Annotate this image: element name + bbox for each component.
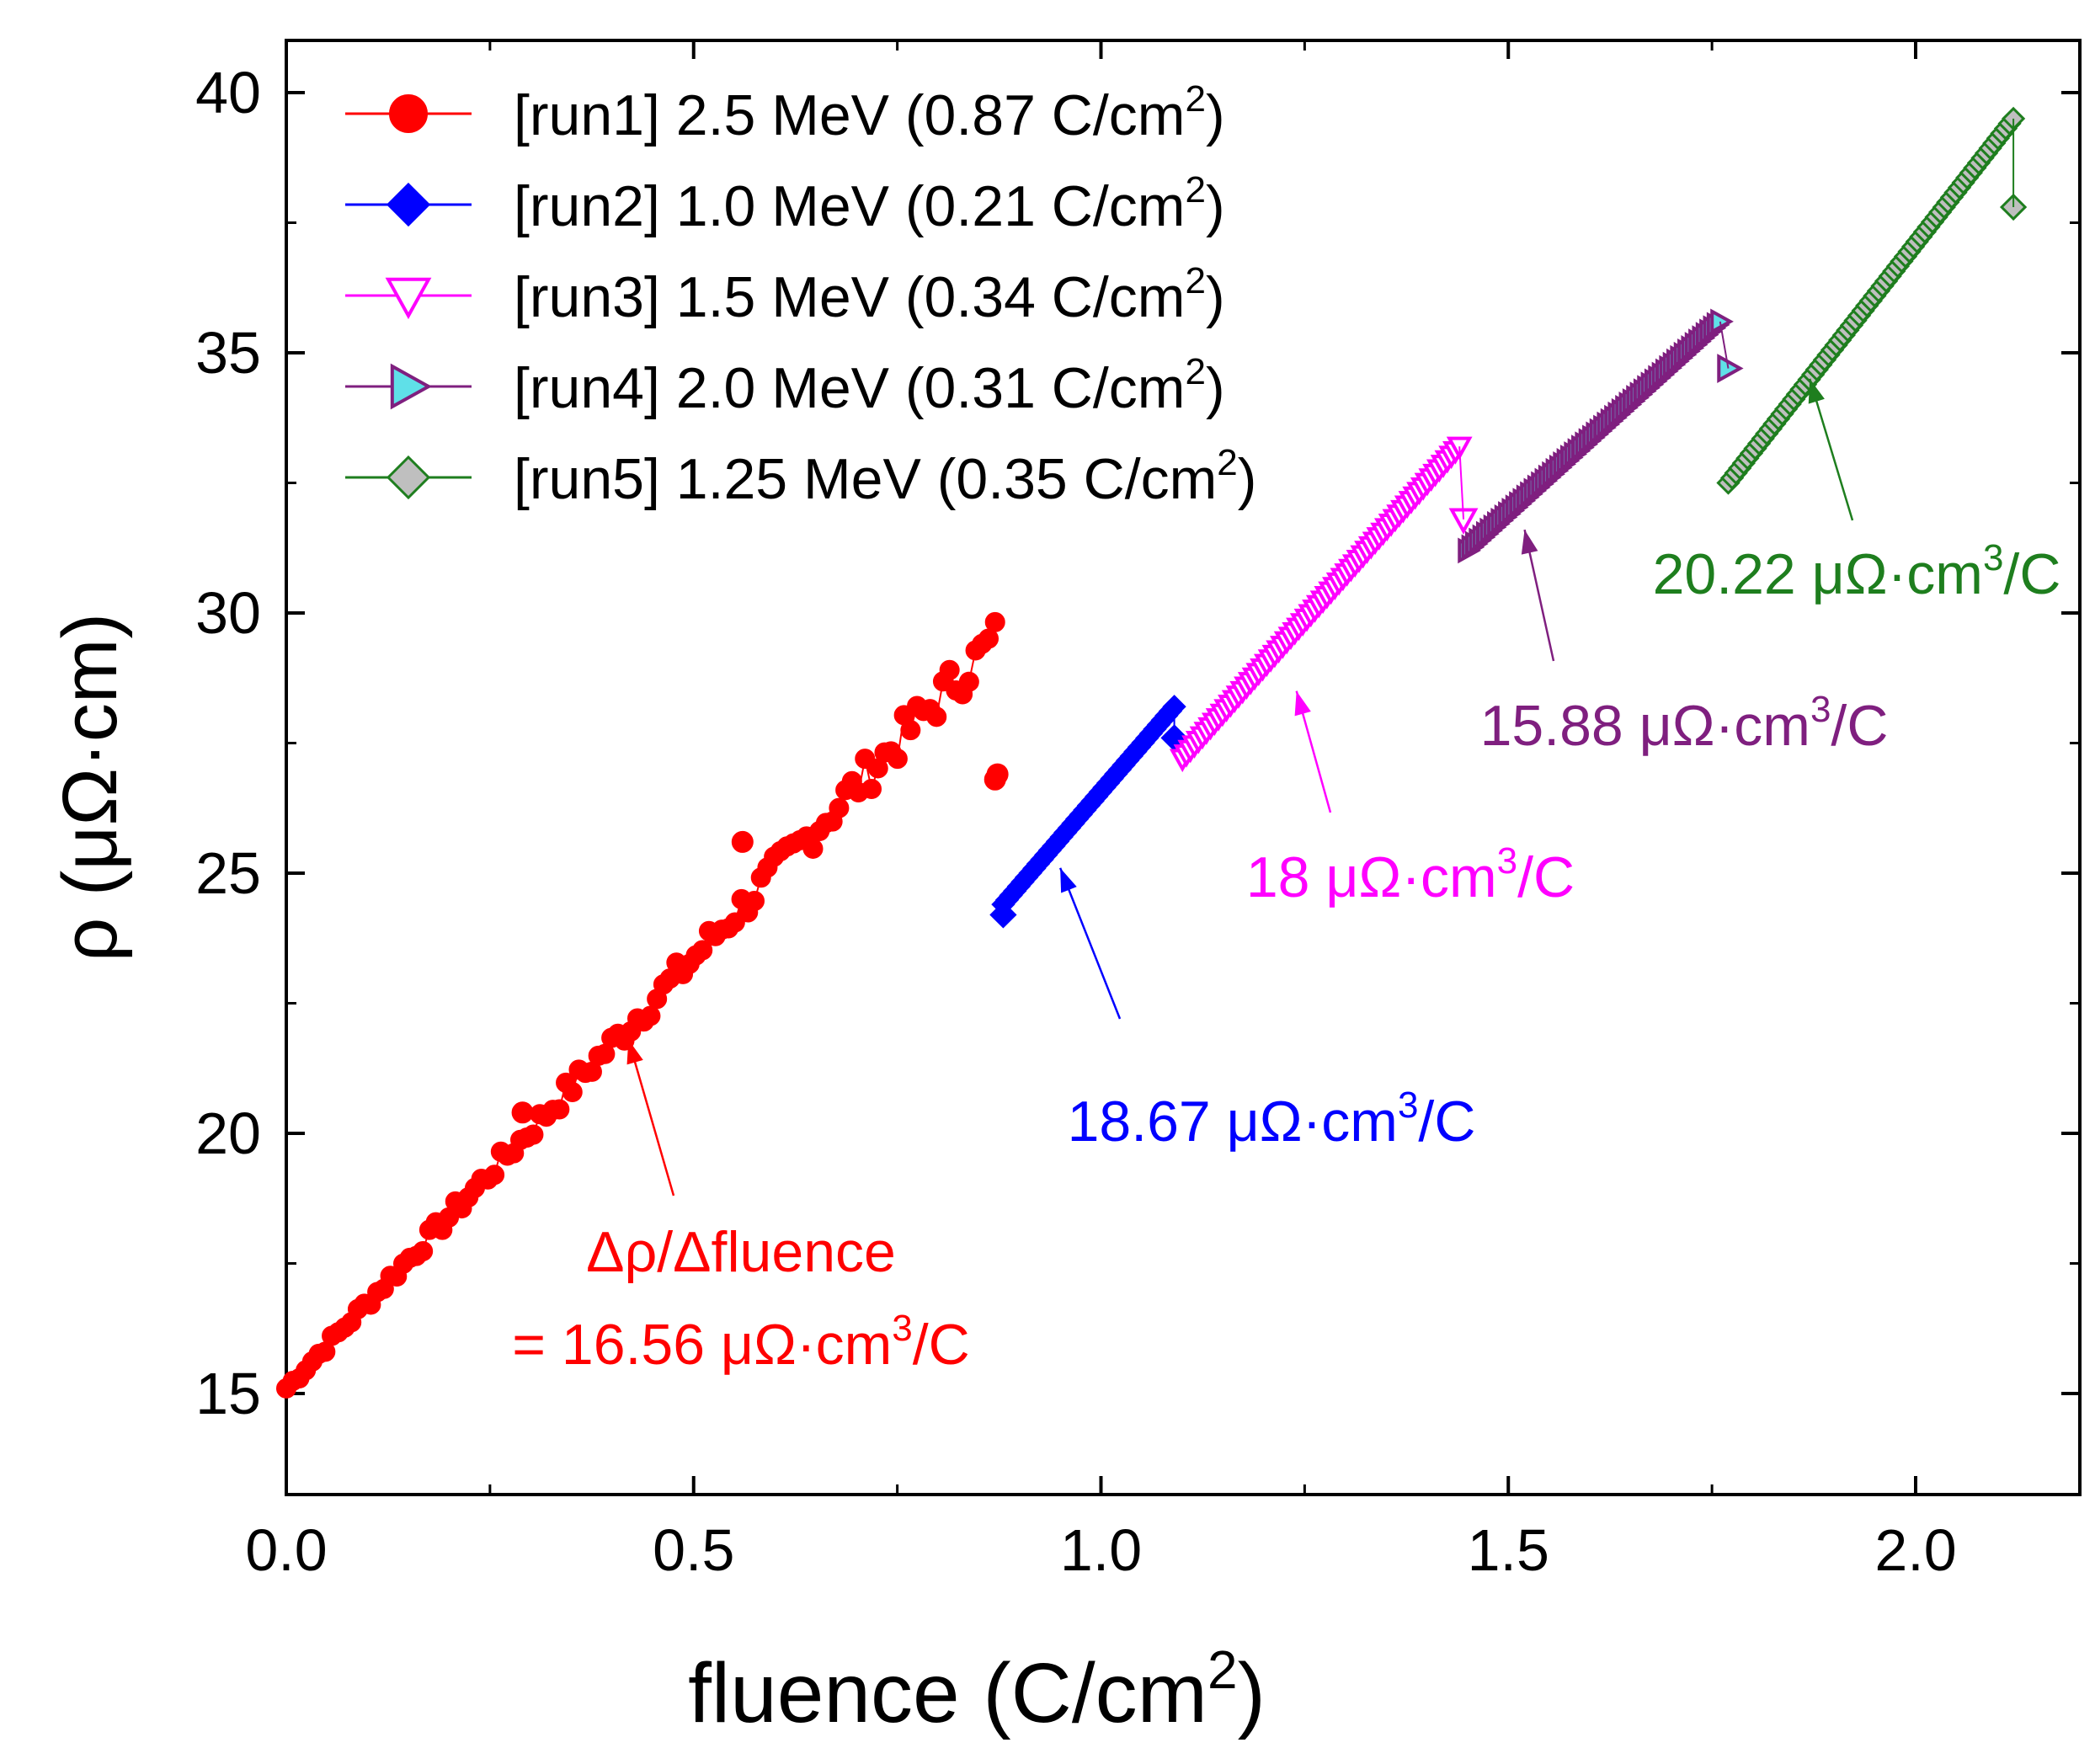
legend-label: [run1] 2.5 MeV (0.87 C/cm2) xyxy=(514,78,1225,147)
data-point-run1 xyxy=(731,830,754,853)
y-tick-label: 15 xyxy=(195,1361,261,1426)
series-layer xyxy=(276,106,2028,1399)
annotation-run4: 15.88 μΩ·cm3/C xyxy=(1480,529,1889,758)
legend-entry-run4: [run4] 2.0 MeV (0.31 C/cm2) xyxy=(345,351,1225,420)
annotation-run2: 18.67 μΩ·cm3/C xyxy=(1058,867,1476,1154)
y-tick-label: 35 xyxy=(195,320,261,386)
annotation-arrow-line xyxy=(627,1039,675,1196)
series-run1 xyxy=(276,611,1009,1399)
data-point-run4 xyxy=(1717,354,1744,383)
annotation-line2: = 16.56 μΩ·cm3/C xyxy=(512,1308,969,1377)
annotation-line2: 20.22 μΩ·cm3/C xyxy=(1653,537,2061,606)
series-run3 xyxy=(1169,436,1479,773)
y-tick-label: 40 xyxy=(195,60,261,125)
data-point-run1 xyxy=(926,706,947,727)
annotation-layer: Δρ/Δfluence = 16.56 μΩ·cm3/C 18.67 μΩ·cm3/… xyxy=(512,378,2061,1377)
data-point-run1 xyxy=(802,838,824,859)
data-point-run1 xyxy=(562,1081,583,1102)
data-point-run1 xyxy=(958,671,979,692)
annotation-line2: 18.67 μΩ·cm3/C xyxy=(1068,1085,1476,1154)
x-axis-title: fluence (C/cm2) xyxy=(688,1639,1266,1740)
data-point-run1 xyxy=(829,797,850,818)
plot-frame-rect xyxy=(285,39,2082,1496)
series-run4 xyxy=(1458,308,1744,564)
data-point-run1 xyxy=(744,891,765,912)
annotation-arrow-head xyxy=(626,1039,643,1065)
annotation-arrow-head xyxy=(1060,867,1077,893)
annotation-arrow-head xyxy=(1521,530,1538,555)
legend-label: [run4] 2.0 MeV (0.31 C/cm2) xyxy=(514,351,1225,420)
x-axis-title-end: ) xyxy=(1238,1646,1266,1740)
drop-line-run4 xyxy=(1719,321,1730,369)
x-tick-labels: 0.0 0.5 1.0 1.5 2.0 xyxy=(245,1517,1956,1583)
data-point-run2 xyxy=(989,901,1017,929)
legend-marker-run3 xyxy=(385,277,432,320)
legend-label: [run3] 1.5 MeV (0.34 C/cm2) xyxy=(514,260,1225,329)
legend-label: [run2] 1.0 MeV (0.21 C/cm2) xyxy=(514,169,1225,238)
y-axis-title: ρ (μΩ·cm) xyxy=(47,613,133,962)
annotation-line1: Δρ/Δfluence xyxy=(586,1220,896,1284)
legend-entry-run3: [run3] 1.5 MeV (0.34 C/cm2) xyxy=(345,260,1225,329)
y-tick-label: 30 xyxy=(195,580,261,646)
data-point-run1 xyxy=(861,778,882,799)
axis-ticks xyxy=(285,40,2080,1495)
x-tick-label: 0.0 xyxy=(245,1517,327,1583)
legend-entry-run1: [run1] 2.5 MeV (0.87 C/cm2) xyxy=(345,78,1225,147)
data-point-run1 xyxy=(986,763,1009,786)
data-point-run1 xyxy=(523,1124,544,1145)
data-point-run1 xyxy=(939,659,960,680)
x-tick-label: 1.0 xyxy=(1060,1517,1142,1583)
annotation-line2: 15.88 μΩ·cm3/C xyxy=(1480,689,1889,758)
x-axis-title-text: fluence (C/cm xyxy=(688,1646,1207,1740)
data-point-run1 xyxy=(692,940,713,961)
data-point-run1 xyxy=(484,1164,505,1186)
data-point-run1 xyxy=(900,720,921,741)
x-axis-title-sup: 2 xyxy=(1207,1639,1238,1700)
annotation-arrow-head xyxy=(1808,378,1825,404)
y-tick-label: 20 xyxy=(195,1101,261,1166)
legend-marker-run2 xyxy=(386,182,431,227)
annotation-arrow-head xyxy=(1294,690,1311,717)
legend-marker-run4 xyxy=(390,363,433,410)
legend-marker-run1 xyxy=(389,94,428,133)
y-tick-labels: 15 20 25 30 35 40 xyxy=(195,60,261,1426)
annotation-run5: 20.22 μΩ·cm3/C xyxy=(1653,378,2061,606)
x-tick-label: 2.0 xyxy=(1874,1517,1956,1583)
data-point-run1 xyxy=(549,1099,570,1120)
plot-frame xyxy=(285,39,2082,1496)
annotation-run1: Δρ/Δfluence = 16.56 μΩ·cm3/C xyxy=(512,1039,970,1377)
legend: [run1] 2.5 MeV (0.87 C/cm2) [run2] 1.0 Me… xyxy=(345,78,1256,511)
annotation-arrow-line xyxy=(1058,867,1122,1020)
data-point-run1 xyxy=(413,1240,434,1261)
drop-line-run3 xyxy=(1458,446,1465,520)
legend-label: [run5] 1.25 MeV (0.35 C/cm2) xyxy=(514,442,1256,511)
legend-entry-run5: [run5] 1.25 MeV (0.35 C/cm2) xyxy=(345,442,1256,511)
annotation-arrow-line xyxy=(1809,378,1854,521)
data-point-run1 xyxy=(984,611,1005,632)
data-point-run1 xyxy=(511,1101,534,1124)
x-tick-label: 0.5 xyxy=(653,1517,734,1583)
series-run2 xyxy=(989,695,1188,929)
series-run5 xyxy=(1716,106,2028,495)
data-point-run1 xyxy=(887,749,908,770)
y-tick-label: 25 xyxy=(195,840,261,906)
annotation-run3: 18 μΩ·cm3/C xyxy=(1246,690,1575,909)
legend-marker-run5 xyxy=(386,455,431,500)
x-tick-label: 1.5 xyxy=(1468,1517,1549,1583)
annotation-line2: 18 μΩ·cm3/C xyxy=(1246,840,1575,909)
legend-entry-run2: [run2] 1.0 MeV (0.21 C/cm2) xyxy=(345,169,1225,238)
data-point-run1 xyxy=(640,1005,661,1026)
